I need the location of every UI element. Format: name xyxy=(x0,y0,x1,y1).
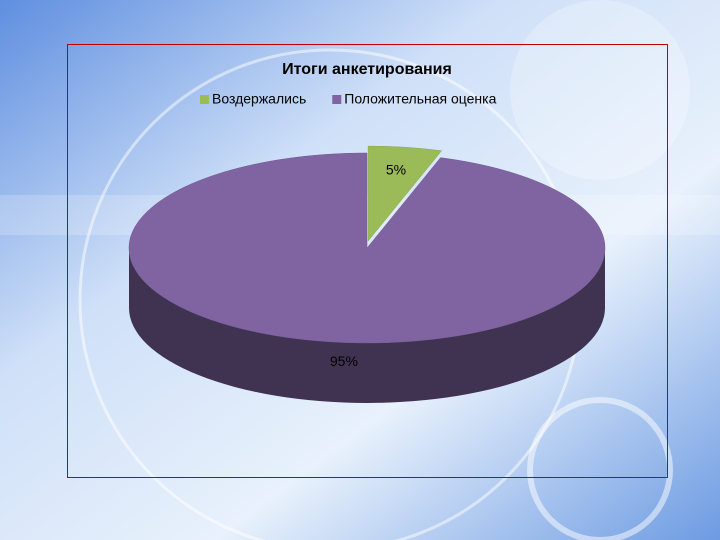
slice xyxy=(128,152,606,344)
decor-circle xyxy=(510,0,690,180)
data-label: 5% xyxy=(386,161,406,177)
pie: 5% 95% xyxy=(128,145,606,403)
legend-label: Положительная оценка xyxy=(344,91,496,107)
decor-circle xyxy=(527,397,673,540)
chart-title: Итоги анкетирования xyxy=(282,61,452,78)
chart-frame xyxy=(67,44,668,478)
legend: Воздержались Положительная оценка xyxy=(200,91,497,107)
data-label: 95% xyxy=(330,353,358,369)
legend-swatch xyxy=(200,95,209,104)
slice-side xyxy=(129,248,605,403)
slice xyxy=(367,145,443,242)
legend-swatch xyxy=(332,95,342,104)
legend-label: Воздержались xyxy=(212,91,306,107)
